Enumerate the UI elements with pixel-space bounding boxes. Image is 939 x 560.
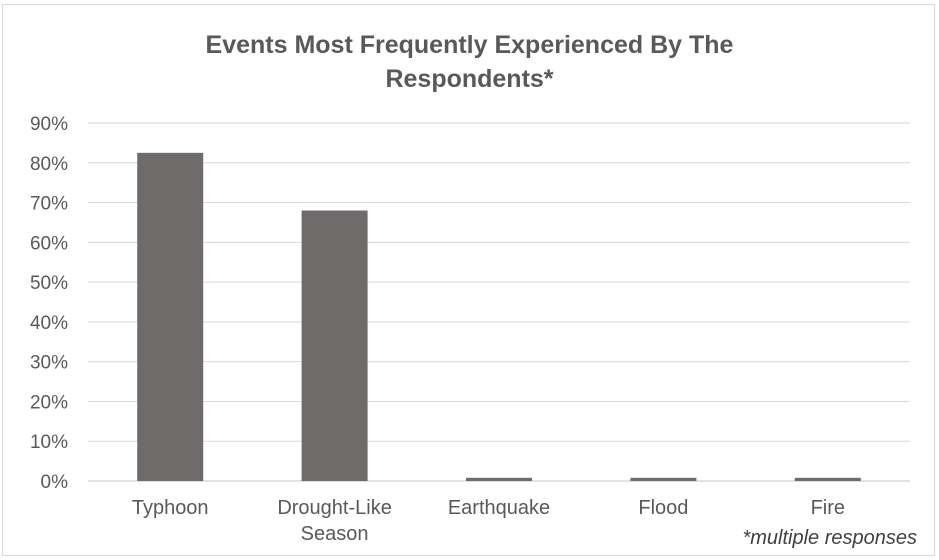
- y-tick-label: 80%: [30, 154, 68, 175]
- bar-fire: [794, 477, 861, 481]
- y-tick-label: 10%: [30, 432, 68, 453]
- y-tick-label: 70%: [30, 194, 68, 215]
- y-tick-label: 90%: [30, 114, 68, 135]
- bar-drought-like-season: [301, 210, 368, 481]
- footnote: *multiple responses: [742, 527, 917, 549]
- chart-title: Events Most Frequently Experienced By Th…: [0, 28, 939, 96]
- y-tick-label: 0%: [41, 472, 69, 493]
- grid-layer: [88, 122, 910, 482]
- bar-flood: [630, 477, 697, 481]
- y-tick-label: 30%: [30, 353, 68, 374]
- bar-layer: [137, 152, 861, 482]
- x-category-label: Earthquake: [448, 497, 550, 519]
- y-tick-label: 40%: [30, 313, 68, 334]
- y-tick-label: 50%: [30, 273, 68, 294]
- bar-typhoon: [137, 152, 204, 482]
- y-axis-tick-labels: 0% 10% 20% 30% 40% 50% 60% 70% 80% 90%: [30, 114, 68, 493]
- x-category-label: Fire: [811, 497, 845, 519]
- x-category-label: Typhoon: [132, 497, 209, 519]
- y-tick-label: 20%: [30, 392, 68, 413]
- x-category-label: Flood: [638, 497, 688, 519]
- x-axis-category-labels: Typhoon Drought-Like Season Earthquake Flood…: [132, 497, 845, 545]
- chart-title-line2: Respondents*: [385, 65, 554, 93]
- chart-title-line1: Events Most Frequently Experienced By Th…: [205, 31, 734, 59]
- y-tick-label: 60%: [30, 233, 68, 254]
- bar-earthquake: [466, 477, 532, 481]
- x-category-label: Drought-Like Season: [277, 497, 392, 545]
